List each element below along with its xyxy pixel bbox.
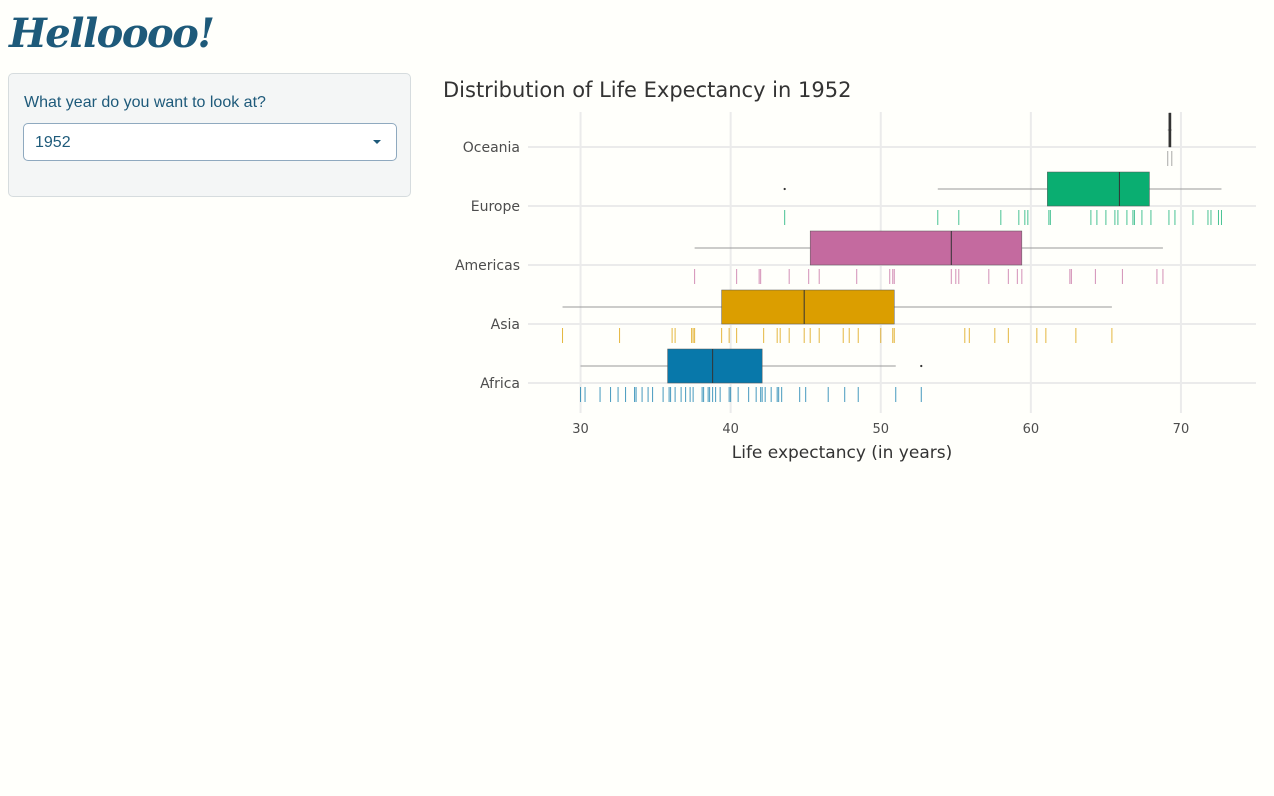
x-tick-label: 50: [872, 422, 889, 437]
y-tick-label: Europe: [471, 199, 520, 215]
year-select-label: What year do you want to look at?: [24, 94, 266, 111]
box: [809, 230, 1023, 266]
y-tick-label: Asia: [491, 317, 520, 333]
life-expectancy-chart: Distribution of Life Expectancy in 1952 3…: [443, 78, 1256, 463]
box: [1047, 171, 1150, 207]
outlier-point: [783, 187, 786, 191]
year-select-value: 1952: [35, 134, 71, 151]
sidebar-panel: What year do you want to look at? 1952: [8, 73, 411, 197]
outlier-point: [920, 364, 923, 368]
year-select[interactable]: 1952: [23, 123, 397, 161]
x-tick-label: 40: [722, 422, 739, 437]
app-title: Helloooo!: [9, 10, 215, 57]
chart-title: Distribution of Life Expectancy in 1952: [443, 78, 851, 102]
chevron-down-icon[interactable]: [373, 140, 381, 144]
x-axis-label: Life expectancy (in years): [732, 443, 952, 463]
x-tick-label: 60: [1023, 422, 1040, 437]
box: [721, 289, 895, 325]
x-tick-label: 30: [572, 422, 589, 437]
box: [667, 348, 763, 384]
y-tick-label: Americas: [455, 258, 520, 274]
y-tick-label: Africa: [480, 376, 520, 392]
y-tick-label: Oceania: [463, 140, 520, 156]
x-tick-label: 70: [1173, 422, 1190, 437]
